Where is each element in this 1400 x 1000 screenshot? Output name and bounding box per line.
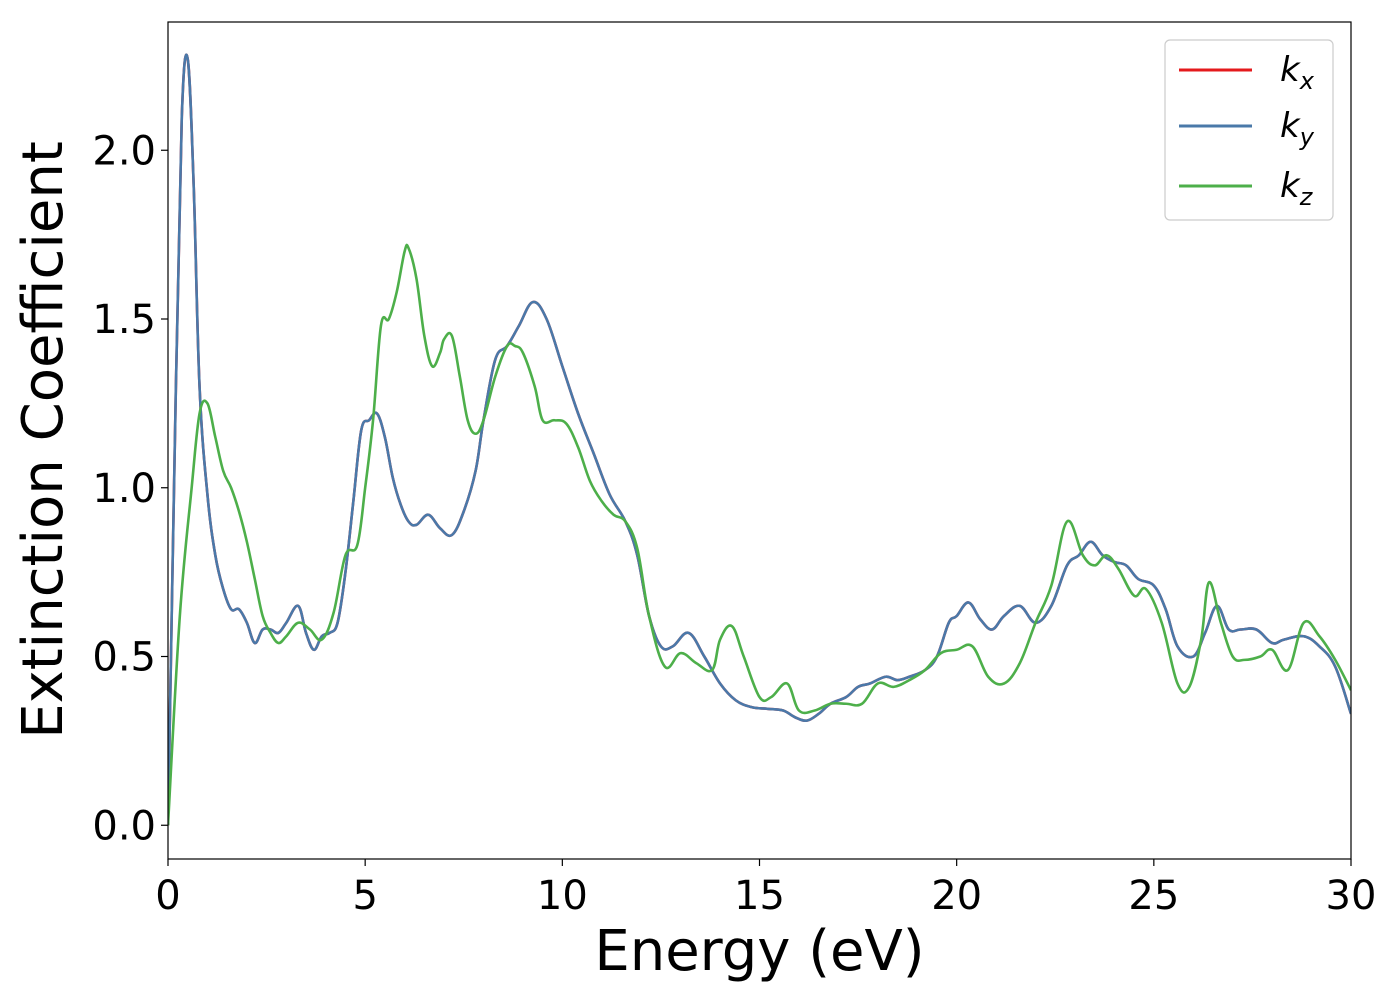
y-tick-label: 2.0 (92, 128, 156, 174)
series-layer (168, 53, 1351, 826)
legend: kx ky kz (1164, 39, 1334, 221)
legend-label-kz: kz (1280, 166, 1314, 211)
y-tick-label: 0.5 (92, 635, 156, 681)
x-tick-label: 15 (734, 873, 785, 919)
series-line-kz (168, 243, 1351, 826)
x-tick-label: 25 (1128, 873, 1179, 919)
x-tick-label: 5 (352, 873, 377, 919)
y-tick-label: 1.0 (92, 466, 156, 512)
x-tick-label: 10 (537, 873, 588, 919)
x-tick-label: 20 (931, 873, 982, 919)
series-line-ky (168, 53, 1351, 826)
y-tick-label: 1.5 (92, 297, 156, 343)
y-axis-title: Extinction Coefficient (11, 141, 76, 739)
y-tick-label: 0.0 (92, 803, 156, 849)
x-tick-label: 30 (1326, 873, 1377, 919)
x-tick-label: 0 (155, 873, 180, 919)
x-axis: 0 5 10 15 20 25 30 (155, 859, 1376, 919)
x-axis-title: Energy (eV) (594, 919, 924, 984)
legend-label-kx: kx (1280, 50, 1315, 95)
y-axis: 0.0 0.5 1.0 1.5 2.0 (92, 128, 168, 849)
legend-box (1164, 39, 1334, 221)
legend-label-ky: ky (1280, 106, 1315, 151)
